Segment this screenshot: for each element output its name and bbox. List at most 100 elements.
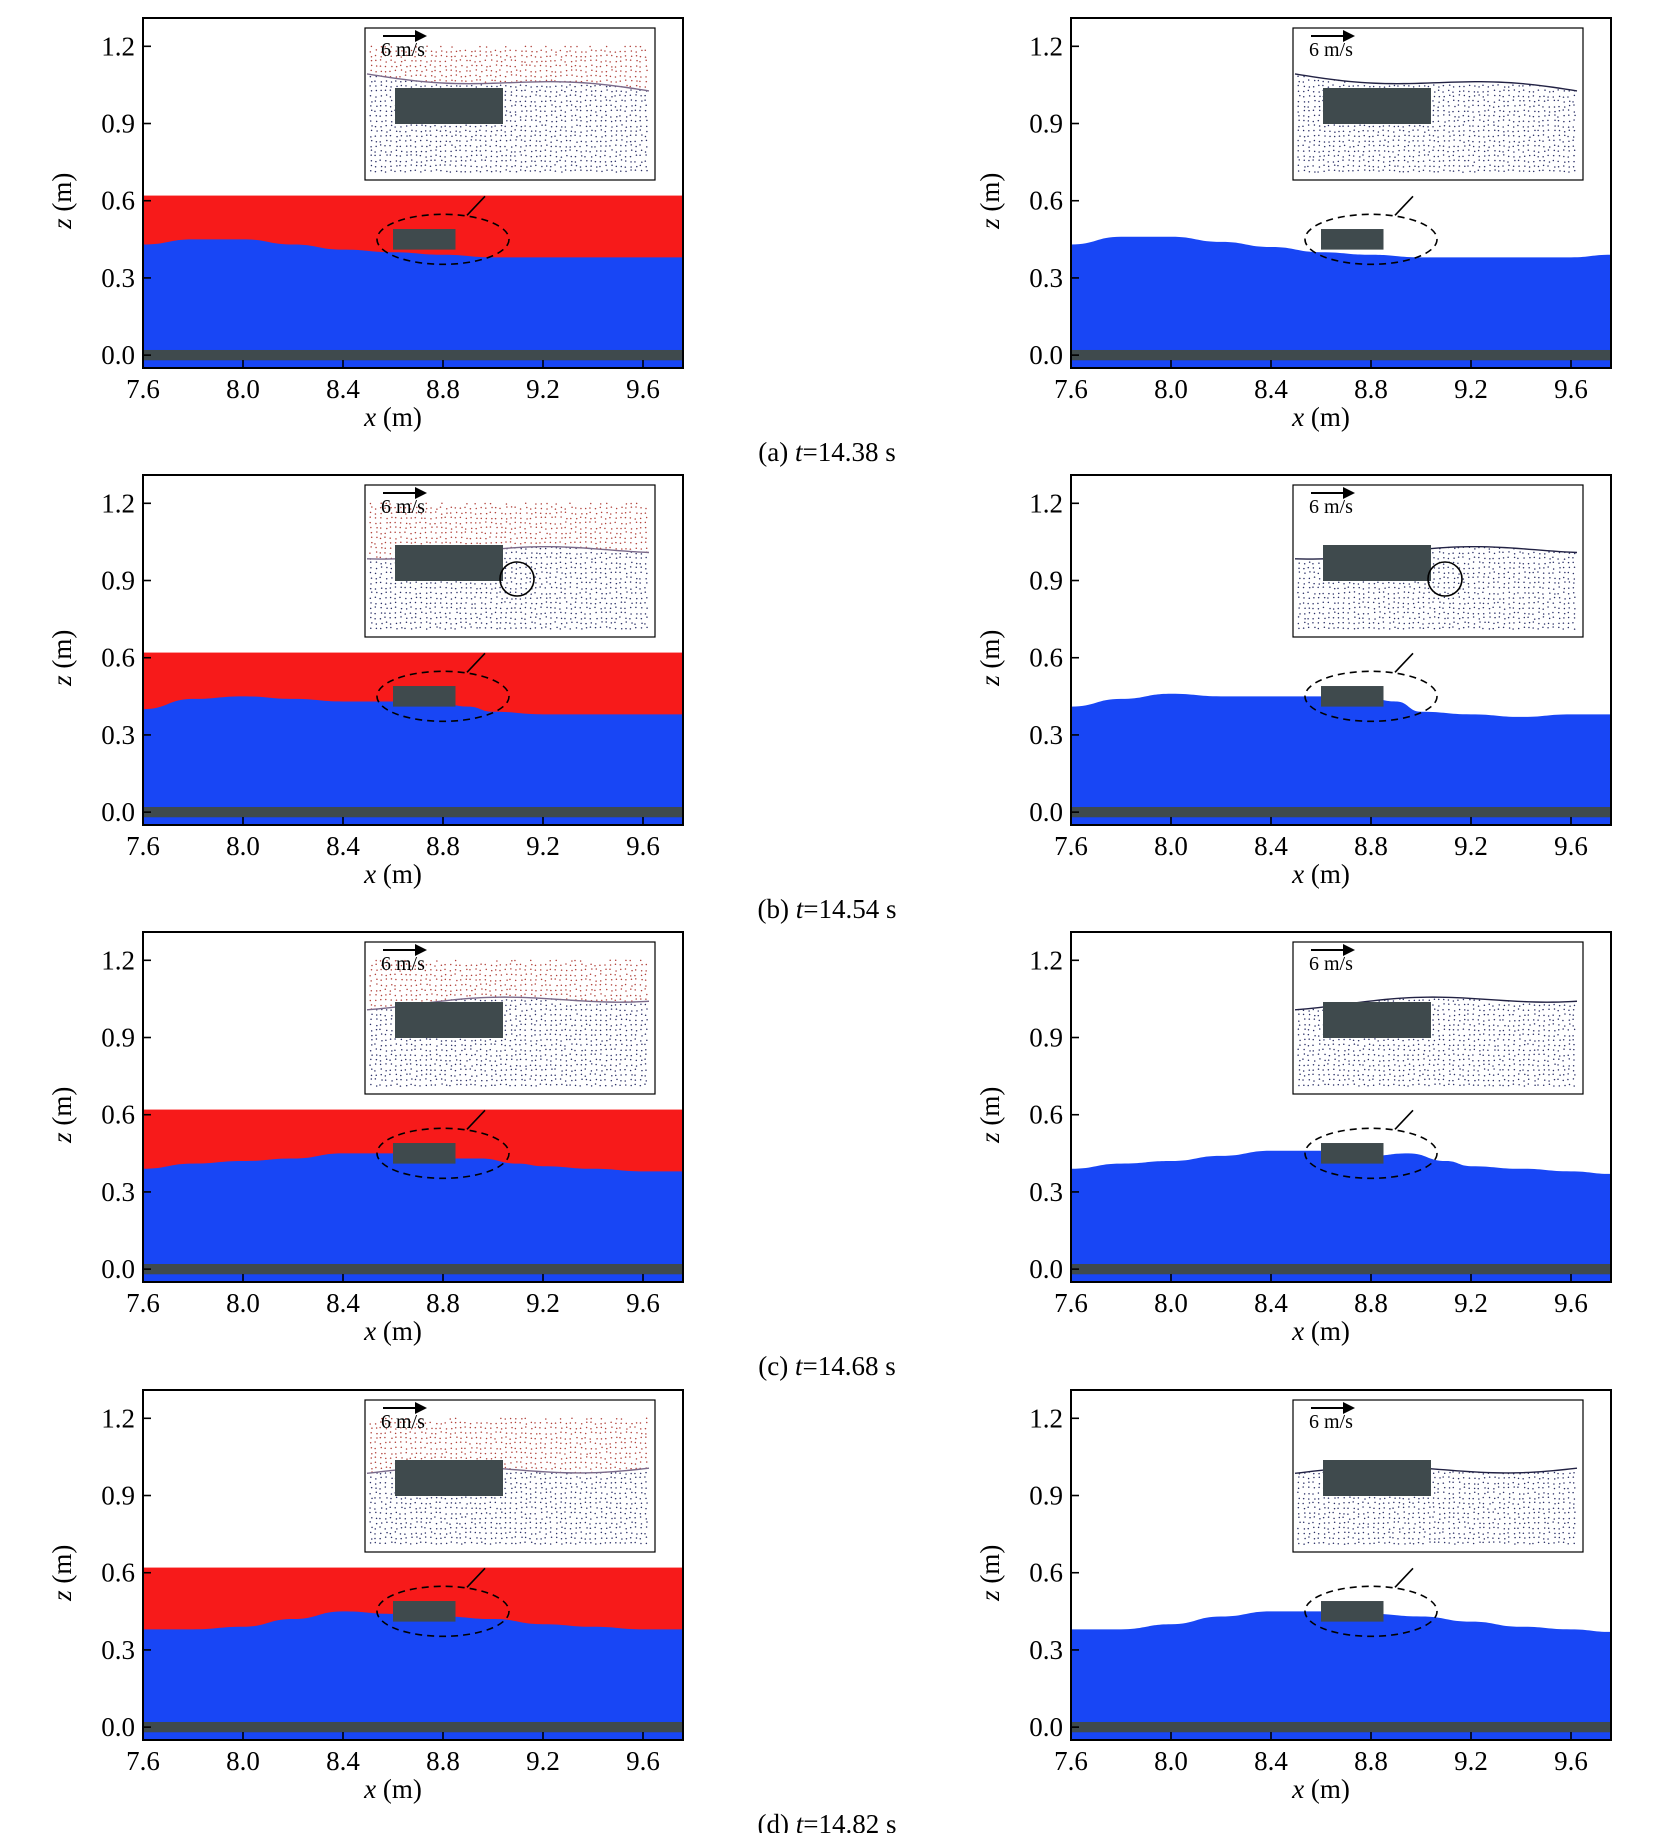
y-tick-label: 0.6 <box>1029 186 1063 216</box>
inset-structure-block <box>1323 545 1431 581</box>
row-caption-b: (b) t=14.54 s <box>758 894 897 924</box>
y-axis-unit: (m) <box>975 630 1005 676</box>
y-axis-unit: (m) <box>47 173 77 219</box>
seabed <box>1071 1721 1611 1733</box>
x-tick-label: 8.4 <box>1254 1288 1288 1318</box>
structure-block <box>393 229 456 250</box>
y-axis-var: z <box>975 1132 1005 1144</box>
zoom-ellipse <box>376 670 510 723</box>
y-tick-label: 0.9 <box>101 566 135 596</box>
inset-structure-block <box>395 545 503 581</box>
panel-frame <box>1070 17 1612 369</box>
water-body <box>1071 1150 1611 1282</box>
x-tick-label: 7.6 <box>1054 374 1088 404</box>
y-axis-var: z <box>975 218 1005 230</box>
x-tick-label: 9.6 <box>1554 1288 1588 1318</box>
inset-structure-block <box>1323 88 1431 124</box>
scale-label: 6 m/s <box>381 496 425 518</box>
plot-area: 6 m/s <box>143 1399 683 1740</box>
y-axis-label: z (m) <box>47 630 77 687</box>
y-tick-label: 0.9 <box>1029 1023 1063 1053</box>
zoom-leader-line <box>1394 1109 1414 1130</box>
structure-block <box>1321 686 1384 707</box>
x-axis-label: x (m) <box>1291 402 1350 432</box>
x-axis-label: x (m) <box>1291 859 1350 889</box>
y-tick-label: 0.0 <box>1029 1712 1063 1742</box>
y-tick-label: 0.6 <box>101 643 135 673</box>
y-tick-label: 0.0 <box>101 797 135 827</box>
y-axis-unit: (m) <box>975 173 1005 219</box>
x-tick-label: 7.6 <box>126 374 160 404</box>
caption-time-var: t <box>796 1809 805 1833</box>
structure-block <box>1321 1143 1384 1164</box>
panel-frame <box>142 474 684 826</box>
x-tick-label: 8.8 <box>426 1746 460 1776</box>
y-tick-label: 0.3 <box>1029 263 1063 293</box>
y-axis-label: z (m) <box>47 1087 77 1144</box>
x-tick-label: 8.8 <box>1354 831 1388 861</box>
y-tick-label: 0.3 <box>101 263 135 293</box>
y-tick-label: 1.2 <box>1029 488 1063 518</box>
seabed <box>1071 806 1611 818</box>
x-tick-label: 7.6 <box>126 1746 160 1776</box>
caption-time-var: t <box>795 1351 804 1381</box>
y-axis-label: z (m) <box>47 173 77 230</box>
row-caption-a: (a) t=14.38 s <box>758 437 895 467</box>
y-tick-label: 0.3 <box>1029 1635 1063 1665</box>
x-tick-label: 8.0 <box>1154 831 1188 861</box>
x-tick-label: 8.4 <box>326 1746 360 1776</box>
inset-structure-block <box>1323 1460 1431 1496</box>
inset-structure-block <box>1323 1002 1431 1038</box>
scale-arrowhead <box>1343 30 1355 42</box>
water-body <box>143 696 683 825</box>
seabed <box>1071 1263 1611 1275</box>
zoom-leader-line <box>466 195 486 216</box>
water-body <box>143 239 683 368</box>
x-tick-label: 8.0 <box>226 374 260 404</box>
caption-prefix: (b) <box>758 894 796 924</box>
y-tick-label: 0.6 <box>101 186 135 216</box>
structure-block <box>1321 1601 1384 1622</box>
x-tick-label: 8.8 <box>1354 374 1388 404</box>
y-tick-label: 0.9 <box>101 1481 135 1511</box>
caption-time-value: =14.68 s <box>803 1351 896 1381</box>
caption-prefix: (a) <box>758 437 795 467</box>
plot-area: 6 m/s <box>143 484 683 825</box>
inset-structure-block <box>395 1002 503 1038</box>
zoom-inset: 6 m/s <box>1292 1399 1584 1553</box>
single-phase-panel-a: 6 m/s 7.6 8.0 8.4 8.8 9.2 9.6 0.0 0.3 0.6 0.9 1.2 x … <box>975 17 1612 432</box>
plot-area: 6 m/s <box>143 941 683 1282</box>
single-phase-panel-b: 6 m/s 7.6 8.0 8.4 8.8 9.2 9.6 0.0 0.3 0.6 0.9 1.2 x … <box>975 474 1612 889</box>
zoom-ellipse <box>376 213 510 266</box>
caption-time-value: =14.82 s <box>803 1809 896 1833</box>
y-axis-unit: (m) <box>975 1087 1005 1133</box>
scale-label: 6 m/s <box>1309 39 1353 61</box>
zoom-inset: 6 m/s <box>364 484 656 638</box>
x-axis-unit: (m) <box>1304 859 1350 889</box>
x-tick-label: 9.6 <box>626 374 660 404</box>
x-tick-label: 9.2 <box>1454 374 1488 404</box>
x-tick-label: 9.2 <box>526 831 560 861</box>
x-axis-var: x <box>363 1774 376 1804</box>
structure-block <box>1321 229 1384 250</box>
y-tick-label: 0.6 <box>1029 1100 1063 1130</box>
seabed <box>143 349 683 361</box>
caption-time-var: t <box>796 894 805 924</box>
scale-arrowhead <box>415 487 427 499</box>
inset-free-surface <box>1294 73 1578 92</box>
seabed <box>1071 349 1611 361</box>
x-tick-label: 9.2 <box>526 1746 560 1776</box>
x-tick-label: 8.4 <box>326 831 360 861</box>
zoom-inset: 6 m/s <box>1292 941 1584 1095</box>
structure-block <box>393 1143 456 1164</box>
x-tick-label: 9.6 <box>626 1288 660 1318</box>
x-tick-label: 8.8 <box>426 374 460 404</box>
scale-arrowhead <box>415 944 427 956</box>
y-axis-var: z <box>47 218 77 230</box>
water-body <box>143 1153 683 1282</box>
plot-area: 6 m/s <box>1071 484 1611 825</box>
y-tick-label: 0.3 <box>1029 720 1063 750</box>
scale-arrowhead <box>415 1402 427 1414</box>
y-tick-label: 0.6 <box>101 1100 135 1130</box>
